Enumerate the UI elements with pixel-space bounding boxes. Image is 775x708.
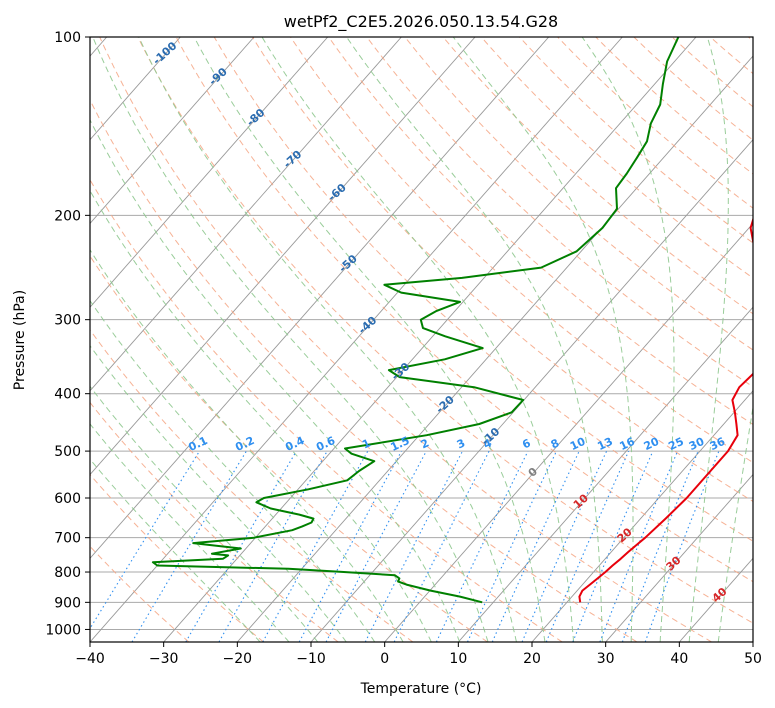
mixing-ratio-label: 36 [708,435,728,453]
y-tick-label: 800 [54,565,81,581]
moist-adiabat [90,299,376,642]
dry-adiabat [99,37,712,642]
isotherm-line [236,55,753,642]
dry-adiabat [251,37,753,502]
mixing-ratio-line [545,450,630,642]
x-axis-label: Temperature (°C) [360,681,482,697]
x-tick-label: 0 [380,651,389,667]
isotherm-line [531,390,753,642]
x-tick-label: 10 [449,651,467,667]
x-tick-label: −30 [149,651,179,667]
isotherm-line [90,37,329,308]
x-tick-label: −40 [75,651,105,667]
mixing-ratio-line [298,450,402,642]
dewpoint-profile [151,37,680,604]
moist-adiabat [688,37,729,642]
mixing-ratio-label: 16 [618,435,638,453]
dry-adiabat [90,329,414,642]
mixing-ratio-label: 25 [666,435,685,453]
mixing-ratio-line [572,450,654,642]
moist-adiabat [90,458,261,642]
mixing-ratio-line [435,450,529,642]
moist-adiabat [581,37,675,642]
mixing-ratio-label: 10 [568,435,588,453]
background-lines [90,37,753,642]
dry-adiabat [633,37,753,141]
isotherm-line [90,37,181,141]
mixing-ratio-line [491,450,580,642]
dry-adiabat [290,37,753,464]
mixing-ratio-line [521,450,608,642]
y-tick-label: 300 [54,313,81,329]
x-tick-label: −20 [223,651,253,667]
y-tick-label: 600 [54,491,81,507]
sounding-curves [151,37,753,604]
isotherm-line [90,37,476,476]
dry-adiabat [557,37,753,209]
mixing-ratio-line [466,450,557,642]
dry-adiabat [90,178,563,642]
y-tick-label: 500 [54,444,81,460]
isotherm-line [90,37,623,642]
dry-adiabat [175,37,753,583]
isotherm-line [90,37,255,225]
y-tick-label: 900 [54,595,81,611]
plot-area [90,37,753,642]
temperature-profile [578,216,753,603]
moist-adiabat [90,189,432,642]
y-tick-label: 400 [54,387,81,403]
chart-title: wetPf2_C2E5.2026.050.13.54.G28 [284,12,558,32]
mixing-ratio-label: 20 [642,435,662,453]
mixing-ratio-label: 13 [595,435,614,453]
moist-adiabat [261,37,575,642]
mixing-ratio-line [599,450,679,642]
moist-adiabat [717,404,753,642]
moist-adiabat [90,423,290,642]
x-tick-label: −10 [296,651,326,667]
dry-adiabat [90,98,638,642]
isotherm-line [457,306,753,642]
isotherm-line [384,222,753,642]
isotherm-line [90,37,550,559]
mixing-ratio-label: 30 [687,435,707,453]
mixing-ratio-line [218,450,328,642]
mixing-ratio-line [185,450,297,642]
y-tick-label: 100 [54,30,81,46]
y-tick-label: 200 [54,208,81,224]
x-tick-label: 30 [597,651,615,667]
x-tick-label: 20 [523,651,541,667]
dry-adiabat [90,255,488,642]
x-tick-label: 50 [744,651,762,667]
moist-adiabat [346,37,603,642]
plot-frame [89,36,754,643]
dry-adiabat [90,473,264,642]
mixing-ratio-line [262,450,369,642]
isotherm-line [605,473,753,642]
x-tick-label: 40 [670,651,688,667]
moist-adiabat [90,118,461,642]
mixing-ratio-line [131,450,247,642]
y-axis-label: Pressure (hPa) [12,290,28,390]
isotherm-line [90,37,402,392]
moist-adiabat [90,248,404,642]
dry-adiabat [595,37,753,175]
y-tick-label: 1000 [45,622,81,638]
moist-adiabat [452,37,634,642]
dry-adiabat [328,37,753,425]
isotherm-line [163,37,697,642]
moist-adiabat [138,37,517,642]
dry-adiabat [404,37,753,351]
moist-adiabat [90,344,347,642]
moist-adiabat [90,385,319,642]
axis-ticks: −40 −30 −20 −10 0 10 20 30 40 50 100 200 300 400 500 60… [45,30,762,667]
dry-adiabat [442,37,753,315]
y-tick-label: 700 [54,531,81,547]
dry-adiabat [137,37,753,624]
moist-adiabat [193,37,546,642]
dry-adiabat [213,37,753,542]
mixing-ratio-line [90,450,200,630]
